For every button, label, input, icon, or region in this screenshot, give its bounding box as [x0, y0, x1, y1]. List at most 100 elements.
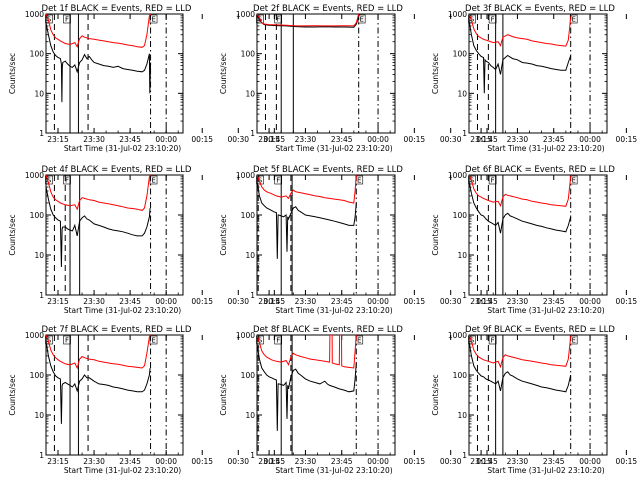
marker-tag-box — [256, 175, 264, 185]
x-tick-label: 00:00 — [367, 297, 389, 306]
y-tick-label: 1 — [39, 129, 44, 138]
marker-tag-box — [488, 335, 497, 345]
x-tick-label: 00:30 — [440, 135, 462, 144]
marker-tag-f: F — [65, 337, 69, 345]
marker-tag-box — [488, 175, 497, 185]
chart-panel-3: Det 3f BLACK = Events, RED = LLD 1 10 100 10… — [431, 4, 638, 153]
series-line-events — [257, 343, 357, 431]
chart-panel-4: Det 4f BLACK = Events, RED = LLD11010010… — [8, 165, 285, 315]
marker-tag-e: E — [151, 16, 155, 24]
x-tick-label: 23:30 — [295, 135, 317, 144]
series-line-lld — [469, 175, 572, 208]
y-tick-label: 1000 — [448, 10, 467, 19]
marker-tag-e: E — [571, 337, 575, 345]
y-tick-label: 100 — [30, 50, 45, 59]
y-tick-label: 10 — [245, 89, 255, 98]
y-tick-label: 1000 — [448, 331, 467, 340]
series-line-events — [46, 22, 152, 103]
chart-panel-1: Det 1f BLACK = Events, RED = LLD 1 10 100 10… — [8, 4, 285, 153]
x-tick-label: 00:15 — [616, 297, 638, 306]
marker-tag-s: S — [258, 177, 263, 185]
y-tick-label: 1000 — [448, 171, 467, 180]
x-tick-label: 00:15 — [616, 457, 638, 466]
y-tick-label: 1 — [39, 291, 44, 300]
x-tick-label: 00:00 — [155, 457, 177, 466]
marker-tag-s: S — [47, 16, 52, 24]
x-axis-label: Start Time (31-Jul-02 23:10:20) — [275, 306, 392, 315]
y-axis-label: Counts/sec — [8, 374, 17, 415]
x-tick-label: 23:30 — [295, 297, 317, 306]
series-line-lld — [257, 14, 360, 27]
series-line-events — [257, 181, 357, 259]
x-tick-label: 23:15 — [47, 135, 69, 144]
marker-tag-box — [63, 14, 71, 24]
marker-tag-f: F — [491, 177, 495, 185]
chart-panel-6: Det 6f BLACK = Events, RED = LLD 1 10 100 10… — [431, 165, 638, 315]
plot-frame — [468, 13, 608, 134]
y-tick-label: 1 — [250, 291, 255, 300]
chart-panel-8: Det 8f BLACK = Events, RED = LLD11010010… — [219, 325, 498, 475]
marker-tag-e: E — [359, 16, 363, 24]
marker-tag-box — [274, 335, 283, 345]
x-tick-label: 00:30 — [227, 135, 249, 144]
series-line-lld — [46, 14, 152, 48]
series-line-events — [46, 186, 151, 268]
x-tick-label: 00:00 — [579, 297, 601, 306]
marker-tag-f: F — [491, 16, 495, 24]
x-axis-label: Start Time (31-Jul-02 23:10:20) — [487, 466, 604, 475]
chart-title: Det 1f BLACK = Events, RED = LLD — [42, 4, 192, 14]
x-axis-label: Start Time (31-Jul-02 23:10:20) — [487, 306, 604, 315]
x-tick-label: 23:30 — [507, 297, 529, 306]
series-line-lld — [257, 335, 357, 369]
marker-tag-f: F — [491, 337, 495, 345]
plot-frame — [256, 334, 396, 456]
y-axis-label: Counts/sec — [431, 53, 440, 94]
marker-tag-box — [149, 14, 158, 24]
x-tick-label: 23:15 — [470, 297, 492, 306]
x-tick-label: 23:45 — [331, 457, 353, 466]
chart-title: Det 8f BLACK = Events, RED = LLD — [253, 325, 403, 335]
marker-tag-f: F — [65, 16, 69, 24]
y-tick-label: 100 — [241, 371, 256, 380]
x-tick-label: 23:30 — [83, 135, 105, 144]
x-tick-label: 00:00 — [579, 457, 601, 466]
marker-tag-box — [256, 14, 264, 24]
y-tick-label: 10 — [34, 89, 44, 98]
x-tick-label: 00:30 — [227, 457, 249, 466]
x-tick-label: 23:15 — [470, 135, 492, 144]
y-tick-label: 1000 — [236, 10, 255, 19]
series-line-events — [46, 341, 151, 424]
y-tick-label: 1 — [250, 451, 255, 460]
x-tick-label: 00:15 — [191, 457, 213, 466]
y-tick-label: 1000 — [25, 10, 44, 19]
x-axis-label: Start Time (31-Jul-02 23:10:20) — [64, 144, 181, 153]
x-tick-label: 23:30 — [83, 297, 105, 306]
marker-tag-s: S — [470, 177, 475, 185]
y-axis-label: Counts/sec — [219, 214, 228, 255]
marker-tag-box — [274, 14, 283, 24]
x-tick-label: 00:45 — [264, 135, 286, 144]
marker-tag-f: F — [65, 177, 69, 185]
x-tick-label: 00:15 — [616, 135, 638, 144]
chart-panel-5: Det 5f BLACK = Events, RED = LLD11010010… — [219, 165, 498, 315]
y-axis-label: Counts/sec — [219, 53, 228, 94]
series-line-events — [469, 341, 572, 393]
y-tick-label: 10 — [245, 251, 255, 260]
series-line-events — [469, 20, 572, 94]
y-tick-label: 1000 — [25, 331, 44, 340]
x-tick-label: 23:45 — [119, 297, 141, 306]
x-tick-label: 23:30 — [83, 457, 105, 466]
x-tick-label: 00:00 — [155, 297, 177, 306]
x-tick-label: 23:30 — [507, 457, 529, 466]
y-tick-label: 100 — [453, 371, 468, 380]
x-tick-label: 23:45 — [543, 135, 565, 144]
marker-tag-f: F — [276, 16, 280, 24]
series-line-events — [469, 181, 572, 234]
marker-tag-s: S — [47, 177, 52, 185]
marker-tag-f: F — [276, 337, 280, 345]
y-axis-label: Counts/sec — [431, 214, 440, 255]
x-tick-label: 23:45 — [119, 135, 141, 144]
marker-tag-s: S — [470, 16, 475, 24]
plot-frame — [256, 174, 396, 296]
